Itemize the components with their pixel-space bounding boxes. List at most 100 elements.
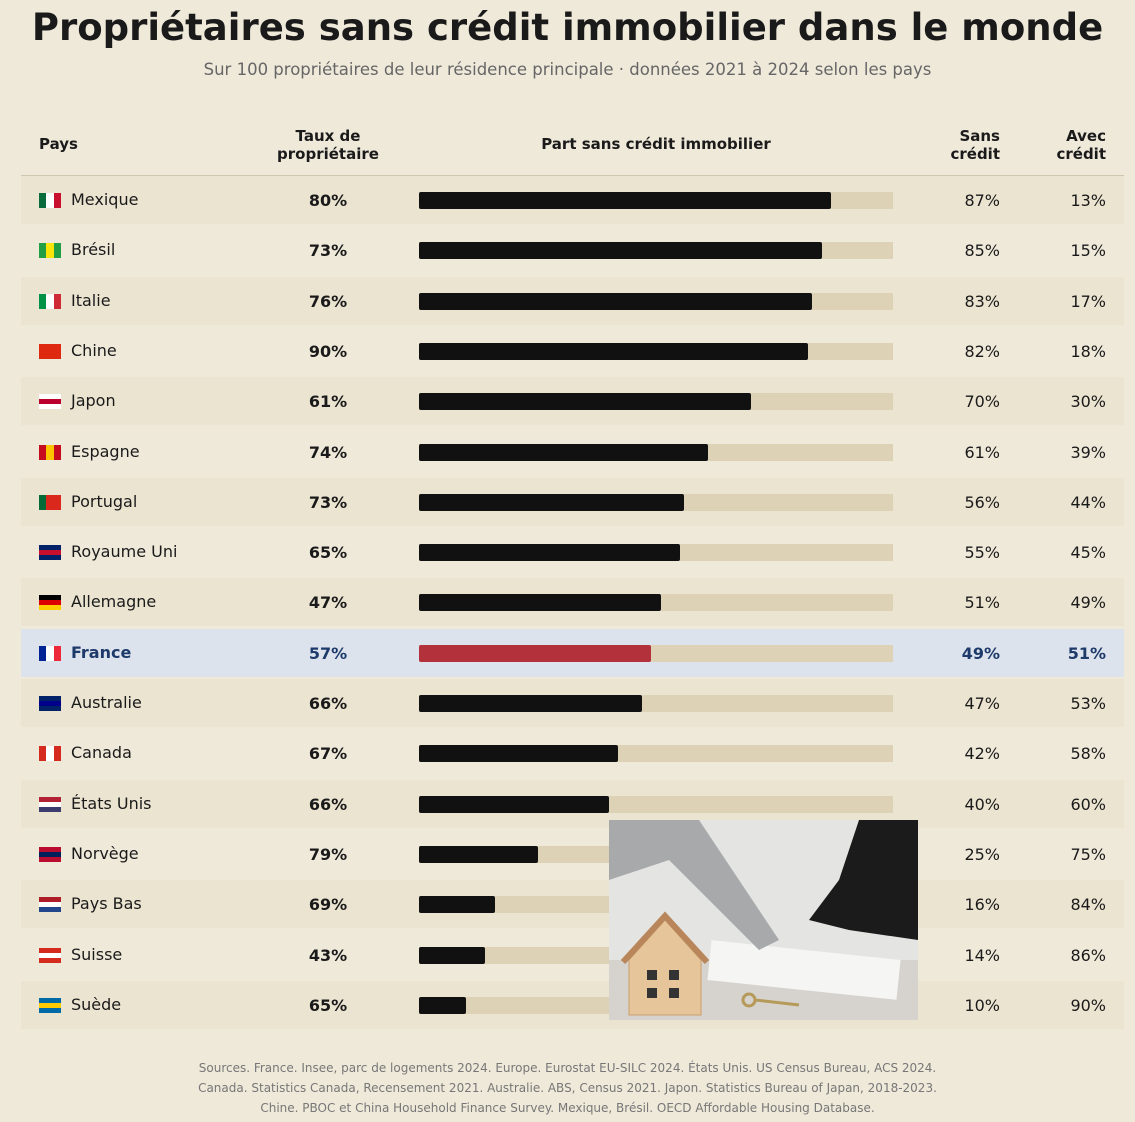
with-credit: 15% bbox=[1070, 241, 1106, 261]
with-credit: 75% bbox=[1070, 844, 1106, 864]
flag-stripe bbox=[39, 796, 61, 802]
flag-icon bbox=[39, 444, 61, 460]
flag-stripe bbox=[39, 404, 61, 410]
flag-stripe bbox=[39, 1002, 61, 1008]
flag-stripe bbox=[46, 494, 54, 510]
bar bbox=[419, 996, 467, 1014]
table-row: Brésil 73% 85% 15% bbox=[21, 226, 1124, 275]
bar bbox=[419, 644, 652, 662]
table-row: Suisse 43% 14% 86% bbox=[21, 930, 1124, 979]
flag-stripe bbox=[39, 806, 61, 812]
bar bbox=[419, 695, 642, 712]
flag-icon bbox=[39, 645, 61, 661]
flag-stripe bbox=[39, 353, 61, 359]
with-credit: 58% bbox=[1070, 744, 1106, 764]
flag-stripe bbox=[39, 600, 61, 606]
ownership-rate: 61% bbox=[308, 392, 348, 412]
flag-stripe bbox=[39, 550, 61, 556]
bar bbox=[419, 493, 685, 511]
flag-stripe bbox=[39, 997, 61, 1003]
flag-stripe bbox=[39, 243, 47, 259]
table-row: Pays Bas 69% 16% 84% bbox=[21, 880, 1124, 929]
without-credit: 70% bbox=[964, 392, 1000, 412]
without-credit: 85% bbox=[964, 241, 1000, 261]
flag-stripe bbox=[39, 1007, 61, 1013]
flag-stripe bbox=[39, 595, 61, 601]
with-credit: 18% bbox=[1070, 341, 1106, 361]
table-row: Suède 65% 10% 90% bbox=[21, 980, 1124, 1029]
country-name: Pays Bas bbox=[71, 894, 142, 914]
flag-stripe bbox=[39, 957, 61, 963]
flag-stripe bbox=[39, 746, 47, 762]
flag-stripe bbox=[39, 701, 61, 706]
flag-stripe bbox=[39, 348, 61, 354]
flag-stripe bbox=[39, 952, 61, 958]
table-row: Australie 66% 47% 53% bbox=[21, 679, 1124, 727]
flag-icon bbox=[39, 243, 61, 259]
without-credit: 61% bbox=[964, 442, 1000, 462]
country-name: Mexique bbox=[71, 190, 139, 209]
table-row: États Unis 66% 40% 60% bbox=[21, 779, 1124, 828]
ownership-rate: 76% bbox=[308, 291, 348, 311]
country-name: France bbox=[71, 642, 132, 662]
ownership-rate: 67% bbox=[308, 744, 348, 764]
without-credit: 82% bbox=[964, 341, 1000, 361]
ownership-rate: 79% bbox=[308, 844, 348, 864]
flag-stripe bbox=[53, 746, 61, 762]
bar bbox=[419, 242, 822, 260]
ownership-rate: 65% bbox=[308, 995, 348, 1015]
column-header: Taux de propriétaire bbox=[277, 127, 379, 163]
flag-stripe bbox=[39, 801, 61, 807]
table-row: Norvège 79% 25% 75% bbox=[21, 829, 1124, 878]
flag-stripe bbox=[39, 494, 47, 510]
without-credit: 49% bbox=[961, 643, 1000, 663]
flag-stripe bbox=[39, 902, 61, 908]
country-name: Espagne bbox=[71, 441, 140, 461]
flag-icon bbox=[39, 796, 61, 812]
with-credit: 53% bbox=[1070, 694, 1106, 713]
flag-stripe bbox=[39, 193, 47, 208]
flag-icon bbox=[39, 846, 61, 862]
without-credit: 83% bbox=[964, 291, 1000, 311]
flag-icon bbox=[39, 997, 61, 1013]
ownership-rate: 47% bbox=[308, 593, 348, 613]
flag-icon bbox=[39, 746, 61, 762]
bar bbox=[419, 594, 661, 612]
flag-stripe bbox=[53, 293, 61, 309]
bar bbox=[419, 896, 495, 914]
country-name: Canada bbox=[71, 743, 132, 763]
flag-stripe bbox=[53, 193, 61, 208]
flag-stripe bbox=[53, 444, 61, 460]
column-header: Part sans crédit immobilier bbox=[541, 135, 771, 153]
ownership-rate: 73% bbox=[308, 492, 348, 512]
table-row: Allemagne 47% 51% 49% bbox=[21, 578, 1124, 627]
ownership-rate: 69% bbox=[308, 895, 348, 915]
country-name: Australie bbox=[71, 693, 142, 712]
bar bbox=[419, 342, 808, 360]
source-line: Chine. PBOC et China Household Finance S… bbox=[260, 1101, 875, 1115]
without-credit: 55% bbox=[964, 543, 1000, 563]
country-name: Brésil bbox=[71, 240, 116, 260]
source-line: Sources. France. Insee, parc de logement… bbox=[198, 1061, 937, 1075]
flag-stripe bbox=[39, 947, 61, 953]
flag-icon bbox=[39, 293, 61, 309]
flag-icon bbox=[39, 897, 61, 913]
bar bbox=[419, 443, 709, 461]
country-name: Suède bbox=[71, 994, 122, 1014]
table-row: France 57% 49% 51% bbox=[21, 628, 1124, 677]
chart-subtitle: Sur 100 propriétaires de leur résidence … bbox=[203, 60, 932, 79]
without-credit: 10% bbox=[964, 995, 1000, 1015]
without-credit: 47% bbox=[964, 694, 1000, 713]
flag-stripe bbox=[39, 846, 61, 852]
table-row: Chine 90% 82% 18% bbox=[21, 326, 1124, 375]
with-credit: 39% bbox=[1070, 442, 1106, 462]
bar bbox=[419, 393, 751, 411]
flag-stripe bbox=[39, 851, 61, 857]
column-header: Pays bbox=[39, 135, 78, 153]
flag-icon bbox=[39, 545, 61, 561]
flag-stripe bbox=[53, 645, 61, 661]
country-name: Royaume Uni bbox=[71, 542, 178, 562]
chart-title: Propriétaires sans crédit immobilier dan… bbox=[31, 6, 1104, 49]
flag-stripe bbox=[46, 746, 54, 762]
flag-stripe bbox=[39, 897, 61, 903]
